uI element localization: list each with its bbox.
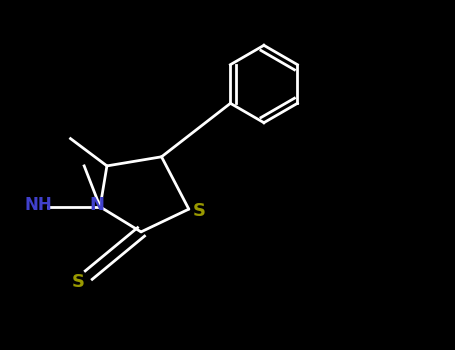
Text: NH: NH — [25, 196, 52, 215]
Text: S: S — [192, 202, 205, 220]
Text: S: S — [72, 273, 85, 291]
Text: N: N — [89, 196, 104, 213]
